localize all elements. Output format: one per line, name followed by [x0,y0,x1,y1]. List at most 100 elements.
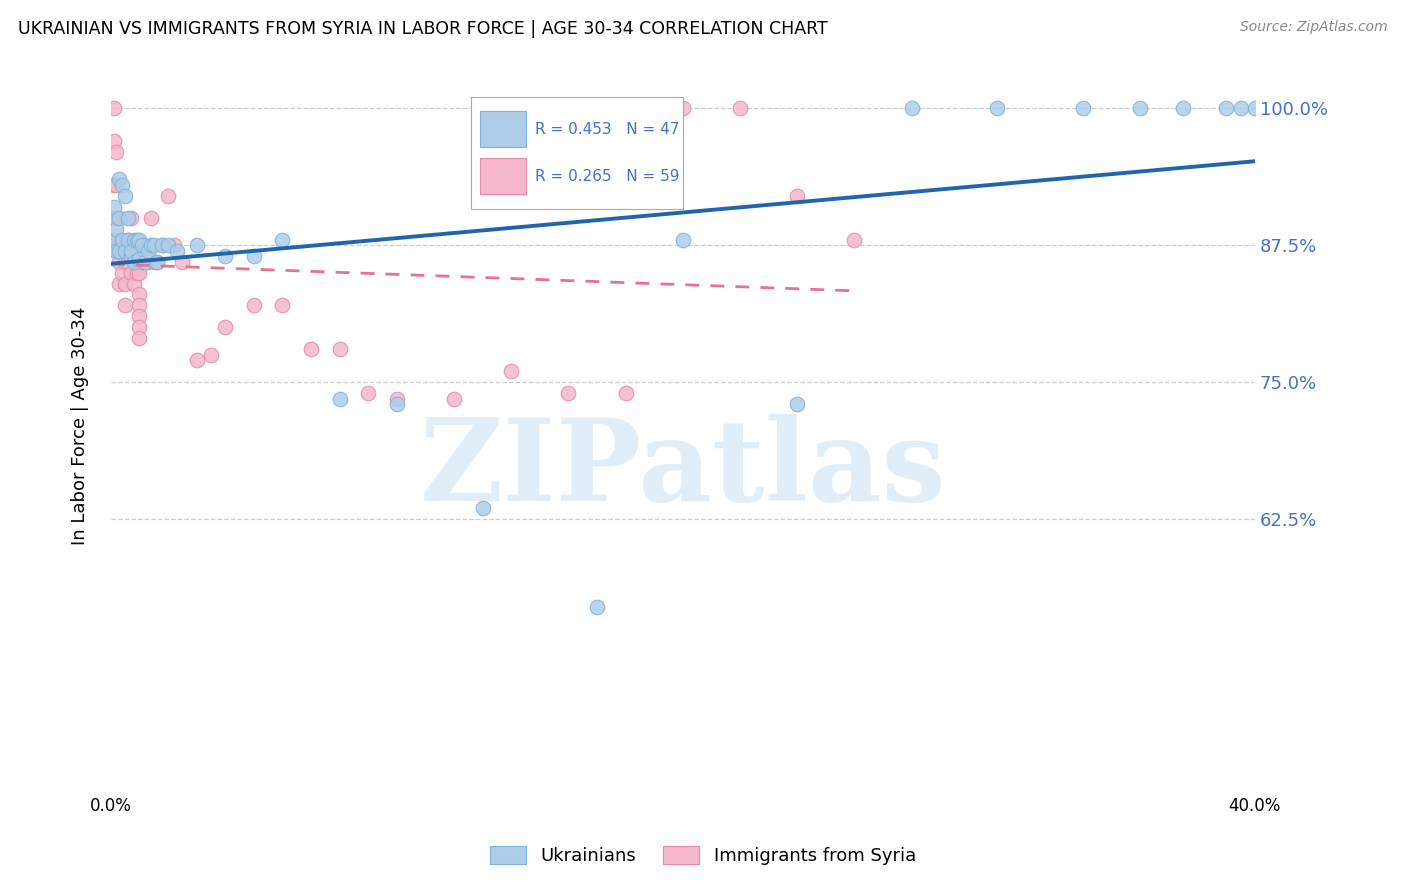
Point [103,101,125,115]
Point [122,244,145,258]
Point [108,277,131,291]
Point [114,277,136,291]
Point [900,101,922,115]
Point [150,238,173,252]
Point [471,501,494,516]
Point [156,238,179,252]
Point [108,172,131,186]
Point [103,178,125,192]
Point [117,211,139,225]
Point [114,298,136,312]
Point [672,233,695,247]
Point [186,353,208,368]
Point [786,188,808,202]
Point [557,386,579,401]
Point [172,254,194,268]
Point [134,244,156,258]
Point [586,600,609,615]
Point [117,233,139,247]
Point [125,244,148,258]
Point [120,244,142,258]
Point [501,364,523,378]
Point [142,238,165,252]
Point [844,233,866,247]
Point [242,249,264,263]
Point [145,254,167,268]
Point [114,254,136,268]
Point [105,178,128,192]
Point [111,244,134,258]
Point [131,238,153,252]
Point [120,266,142,280]
Point [105,244,128,258]
Point [156,188,179,202]
Point [105,211,128,225]
Point [128,287,150,301]
Point [672,101,695,115]
Point [385,397,408,411]
Text: Source: ZipAtlas.com: Source: ZipAtlas.com [1240,20,1388,34]
Y-axis label: In Labor Force | Age 30-34: In Labor Force | Age 30-34 [72,307,89,545]
Point [125,266,148,280]
Point [242,298,264,312]
Point [134,254,156,268]
Point [186,238,208,252]
Point [111,266,134,280]
Point [103,211,125,225]
Point [128,244,150,258]
Point [128,233,150,247]
Point [1244,101,1267,115]
Point [122,233,145,247]
Point [1173,101,1195,115]
Point [150,238,173,252]
Point [103,134,125,148]
Point [786,397,808,411]
Point [1215,101,1237,115]
Point [128,266,150,280]
Point [105,145,128,159]
Point [614,386,637,401]
Point [1229,101,1251,115]
Legend: Ukrainians, Immigrants from Syria: Ukrainians, Immigrants from Syria [482,838,924,872]
Point [128,310,150,324]
Point [163,238,186,252]
Point [108,211,131,225]
Point [131,254,153,268]
Point [111,233,134,247]
Point [728,101,751,115]
Point [271,298,294,312]
Point [214,320,236,334]
Point [103,200,125,214]
Point [108,233,131,247]
Point [108,254,131,268]
Point [136,254,159,268]
Point [128,252,150,267]
Text: UKRAINIAN VS IMMIGRANTS FROM SYRIA IN LABOR FORCE | AGE 30-34 CORRELATION CHART: UKRAINIAN VS IMMIGRANTS FROM SYRIA IN LA… [18,20,828,37]
Point [443,392,465,406]
Point [128,331,150,345]
Point [105,244,128,258]
Point [139,211,162,225]
Point [120,244,142,258]
Point [120,211,142,225]
Point [108,244,131,258]
Point [329,343,352,357]
Point [122,254,145,268]
Point [1129,101,1152,115]
Point [145,254,167,268]
Point [114,188,136,202]
Point [114,244,136,258]
Point [1071,101,1094,115]
Point [117,233,139,247]
Point [271,233,294,247]
Point [142,254,165,268]
Point [125,233,148,247]
Point [200,348,222,362]
Point [166,244,188,258]
Point [120,249,142,263]
Point [117,254,139,268]
Point [103,233,125,247]
Point [214,249,236,263]
Point [105,221,128,235]
Point [385,392,408,406]
